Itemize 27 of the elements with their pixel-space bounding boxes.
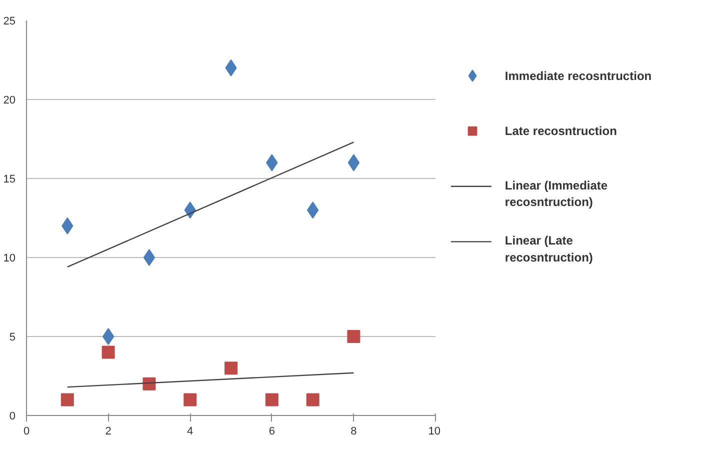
point [184,393,197,406]
y-tick-label: 15 [3,174,16,186]
point [143,249,156,266]
point [60,393,74,406]
x-tick-label: 10 [428,426,441,438]
y-tick-label: 20 [3,94,16,106]
legend-label: Linear (Late recosntruction) [504,234,593,264]
point [102,328,114,345]
point [265,393,278,406]
point [224,362,238,375]
x-tick-label: 0 [23,426,30,438]
x-tick-label: 6 [268,426,275,438]
y-tick-label: 0 [9,410,16,422]
y-tick-label: 5 [9,332,16,344]
x-tick-label: 8 [350,426,357,438]
legend-label: Late recosntruction [504,124,617,138]
y-tick-label: 25 [3,16,16,28]
point [306,393,320,406]
x-tick-label: 2 [105,426,112,438]
point [306,202,319,219]
legend-label: Linear (Immediate recosntruction) [504,178,608,210]
x-tick-label: 4 [187,426,194,438]
point [347,330,360,343]
point [348,154,360,172]
legend-label: Immediate recosntruction [504,68,652,83]
point [102,346,115,359]
y-tick-label: 10 [3,252,16,264]
